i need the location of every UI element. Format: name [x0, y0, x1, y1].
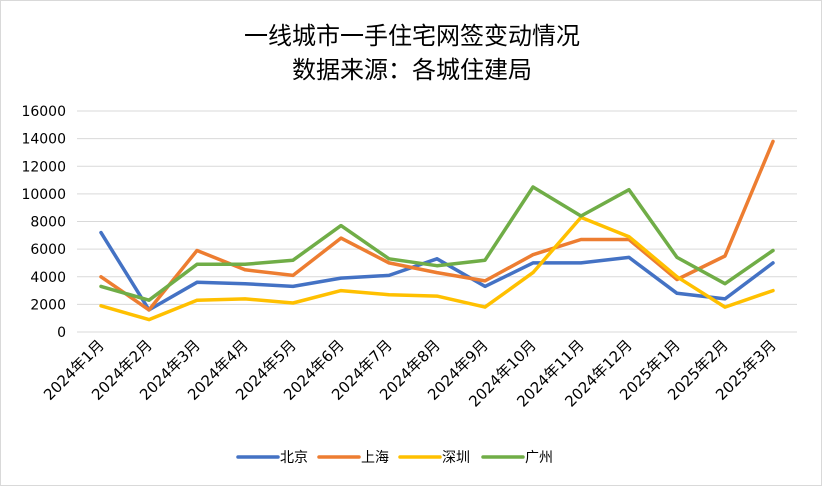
data-point: [771, 289, 775, 293]
data-point: [531, 261, 535, 265]
data-point: [291, 284, 295, 288]
data-point: [99, 275, 103, 279]
chart-title-line1: 一线城市一手住宅网签变动情况: [244, 22, 580, 50]
data-point: [483, 305, 487, 309]
data-point: [483, 258, 487, 262]
data-point: [435, 257, 439, 261]
data-point: [627, 188, 631, 192]
data-point: [675, 255, 679, 259]
data-point: [195, 262, 199, 266]
data-point: [387, 261, 391, 265]
legend: 北京 上海 深圳 广州: [236, 450, 553, 466]
data-point: [771, 139, 775, 143]
data-point: [339, 236, 343, 240]
data-point: [723, 305, 727, 309]
y-tick-label: 0: [57, 325, 66, 341]
data-point: [243, 268, 247, 272]
data-point: [723, 282, 727, 286]
y-axis-tick-labels: 0 2000 4000 6000 8000 10000 12000 14000 16000: [21, 104, 66, 341]
data-point: [339, 224, 343, 228]
data-point: [771, 261, 775, 265]
data-point: [387, 273, 391, 277]
data-point: [99, 284, 103, 288]
data-point: [291, 301, 295, 305]
legend-label: 深圳: [442, 450, 470, 466]
data-point: [579, 214, 583, 218]
data-point: [195, 298, 199, 302]
data-point: [531, 185, 535, 189]
y-tick-label: 10000: [21, 187, 66, 203]
data-point: [579, 237, 583, 241]
data-point: [435, 294, 439, 298]
data-point: [627, 235, 631, 239]
data-point: [339, 289, 343, 293]
data-point: [243, 297, 247, 301]
x-axis-tick-labels: 2024年1月2024年2月2024年3月2024年4月2024年5月2024年…: [40, 336, 780, 410]
y-tick-label: 14000: [21, 132, 66, 148]
legend-label: 广州: [525, 450, 553, 466]
legend-label: 上海: [361, 450, 389, 466]
data-point: [483, 284, 487, 288]
data-point: [483, 279, 487, 283]
data-point: [99, 304, 103, 308]
data-point: [723, 297, 727, 301]
gridlines: [77, 110, 797, 333]
y-tick-label: 2000: [30, 297, 66, 313]
y-tick-label: 4000: [30, 270, 66, 286]
y-tick-label: 12000: [21, 159, 66, 175]
data-point: [291, 273, 295, 277]
legend-label: 北京: [280, 450, 308, 466]
data-point: [243, 282, 247, 286]
series-lines: [99, 139, 775, 322]
data-point: [771, 249, 775, 253]
data-point: [147, 318, 151, 322]
data-point: [99, 231, 103, 235]
data-point: [579, 261, 583, 265]
data-point: [387, 257, 391, 261]
data-point: [147, 298, 151, 302]
y-tick-label: 16000: [21, 104, 66, 120]
data-point: [195, 249, 199, 253]
data-point: [723, 254, 727, 258]
data-point: [627, 255, 631, 259]
y-tick-label: 6000: [30, 242, 66, 258]
data-point: [675, 291, 679, 295]
data-point: [387, 293, 391, 297]
data-point: [147, 308, 151, 312]
data-point: [195, 280, 199, 284]
data-point: [675, 275, 679, 279]
data-point: [435, 271, 439, 275]
data-point: [531, 253, 535, 257]
data-point: [435, 264, 439, 268]
data-point: [291, 258, 295, 262]
data-point: [243, 262, 247, 266]
chart-title-line2: 数据来源：各城住建局: [292, 56, 532, 84]
data-point: [339, 276, 343, 280]
y-tick-label: 8000: [30, 215, 66, 231]
data-point: [531, 271, 535, 275]
